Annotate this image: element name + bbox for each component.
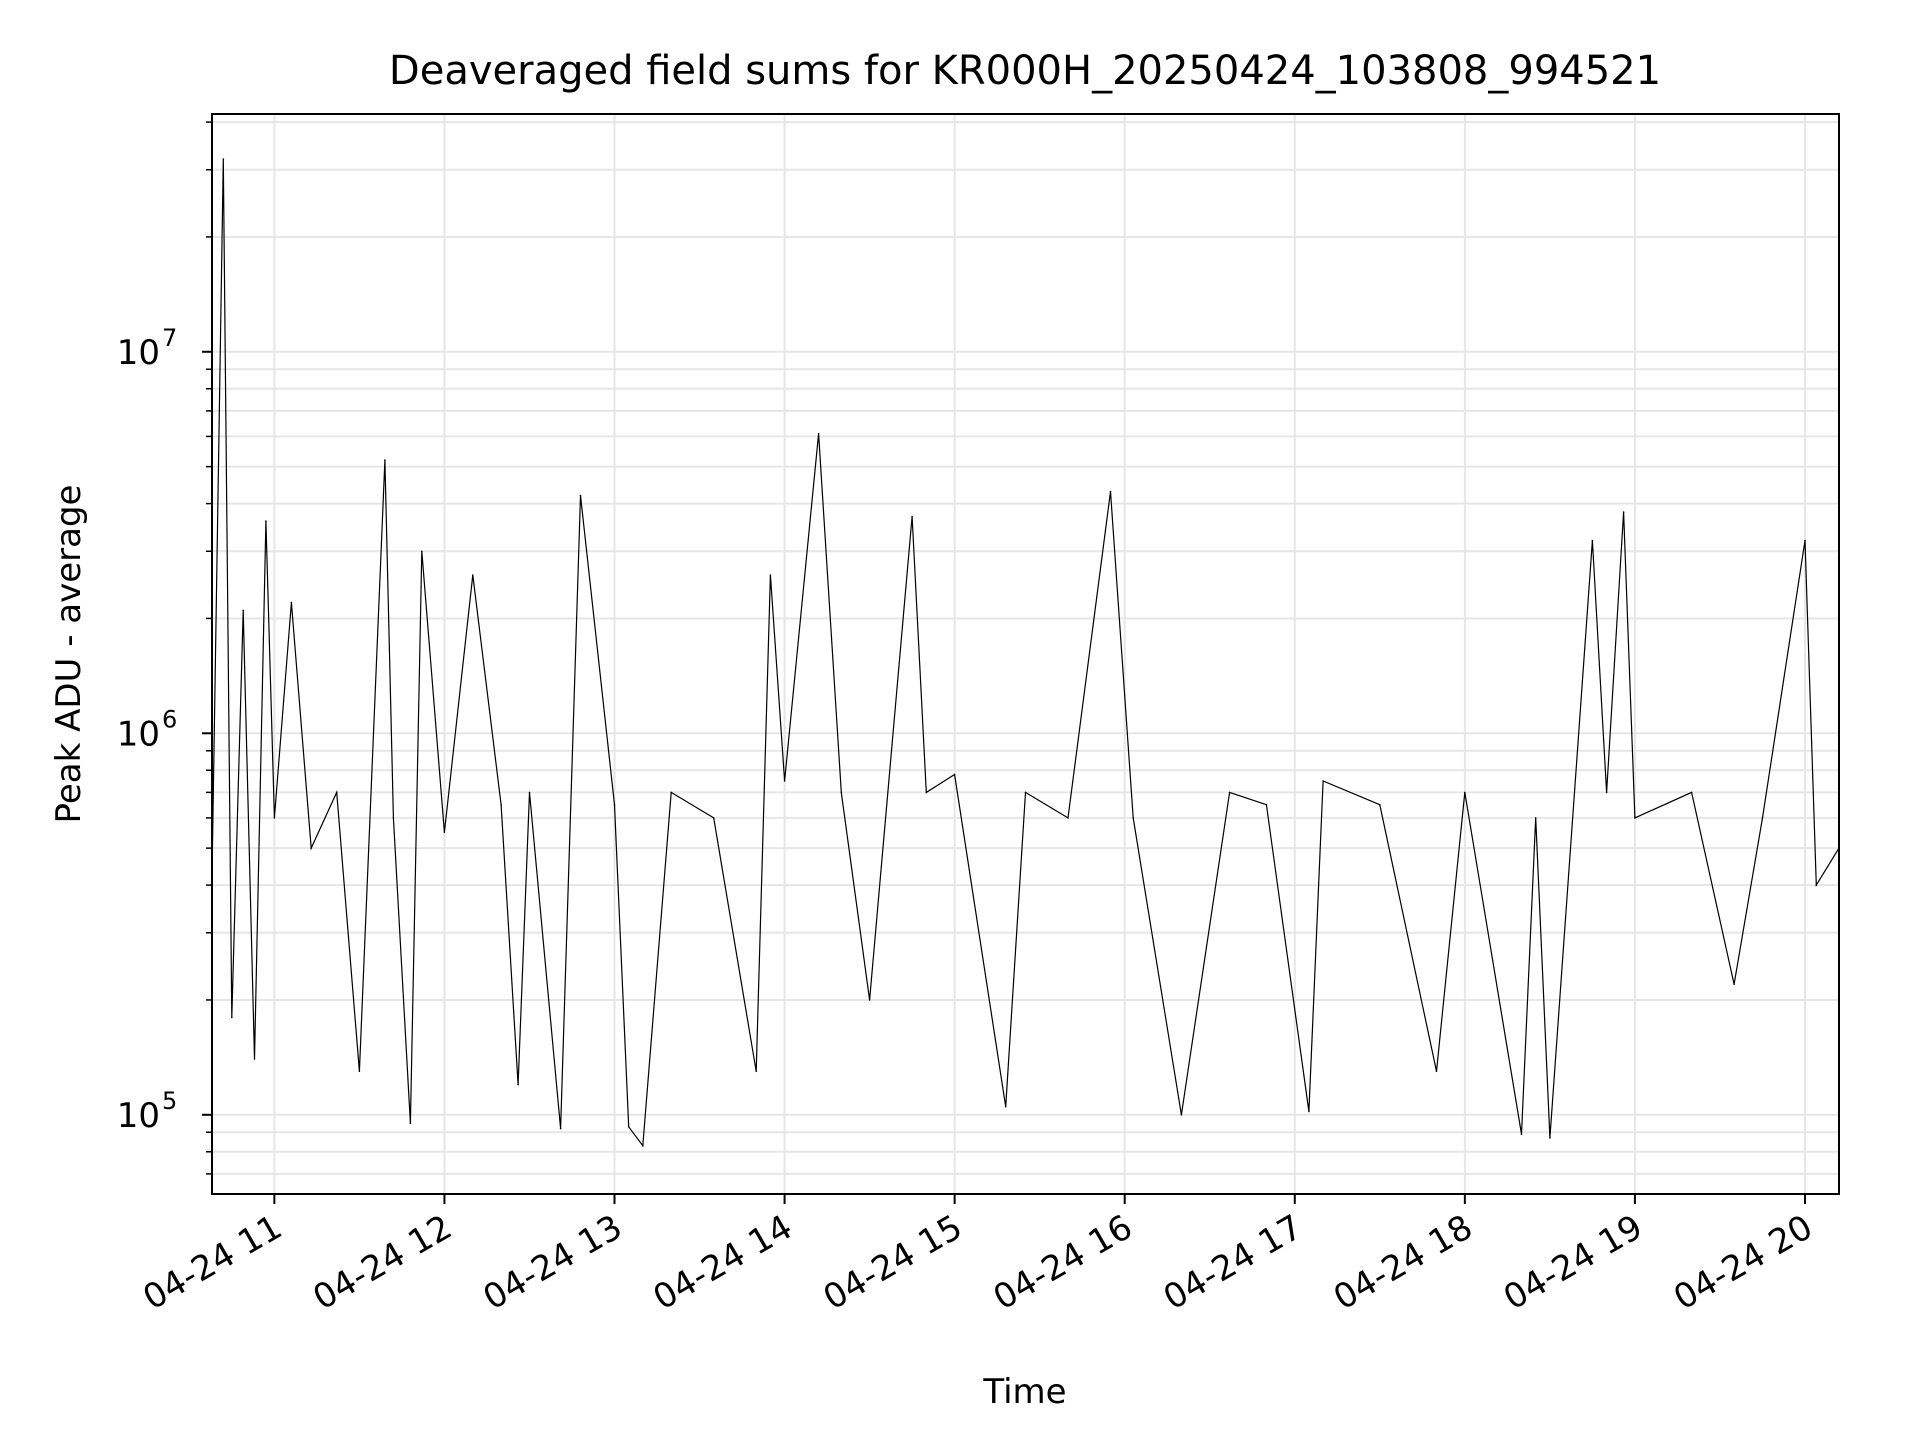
data-point	[1549, 1137, 1551, 1139]
plot-area-frame	[211, 113, 1840, 1195]
data-point	[290, 601, 293, 604]
data-point	[642, 1144, 644, 1147]
data-point	[1534, 817, 1537, 819]
data-point	[528, 791, 531, 794]
data-point	[231, 1016, 233, 1019]
data-point	[265, 520, 267, 522]
data-point	[1322, 780, 1324, 782]
data-point	[517, 1083, 519, 1086]
data-point	[627, 1126, 630, 1128]
data-point	[579, 494, 582, 497]
y-tick-label: 10	[117, 333, 160, 373]
data-point	[253, 1058, 256, 1060]
chart-title: Deaveraged field sums for KR000H_2025042…	[389, 48, 1661, 94]
y-tick-label: 10	[117, 714, 160, 754]
data-point	[911, 515, 913, 518]
data-point	[1379, 803, 1381, 806]
data-point	[1265, 803, 1268, 806]
data-point	[1804, 539, 1806, 542]
data-point	[1591, 539, 1594, 542]
data-point	[421, 550, 423, 553]
data-point	[1228, 791, 1231, 794]
data-point	[1690, 791, 1693, 794]
data-point	[384, 459, 386, 461]
data-point	[755, 1070, 757, 1073]
data-point	[840, 791, 843, 794]
y-tick-exponent: 6	[162, 705, 177, 733]
data-point	[817, 432, 820, 435]
data-point	[1761, 817, 1764, 819]
data-point	[358, 1070, 361, 1073]
data-point	[1605, 791, 1608, 794]
data-point	[242, 609, 244, 612]
y-tick-label: 10	[117, 1096, 160, 1136]
data-point	[1109, 490, 1112, 493]
data-point	[769, 574, 772, 576]
data-point	[1634, 817, 1636, 819]
data-point	[1004, 1105, 1007, 1108]
data-point	[925, 791, 928, 794]
data-point	[500, 803, 502, 806]
data-point	[868, 999, 871, 1001]
series-line	[211, 159, 1840, 1148]
grid	[212, 114, 1839, 1194]
data-point	[953, 773, 956, 776]
data-point	[1308, 1110, 1310, 1113]
y-axis-label: Peak ADU - average	[49, 485, 89, 824]
data-point	[712, 817, 715, 819]
data-point	[613, 803, 616, 806]
y-tick-exponent: 5	[162, 1087, 177, 1115]
data-point	[1180, 1114, 1183, 1116]
data-point	[273, 817, 276, 819]
data-point	[443, 831, 446, 834]
data-point	[335, 791, 338, 794]
data-point	[310, 847, 313, 849]
data-point	[1622, 511, 1625, 513]
data-point	[1024, 791, 1027, 794]
data-point	[1435, 1070, 1438, 1073]
data-point	[559, 1127, 562, 1130]
data-point	[670, 791, 672, 794]
data-point	[1132, 817, 1134, 819]
data-point	[409, 1122, 412, 1125]
data-point	[1520, 1133, 1523, 1135]
x-axis-label: Time	[982, 1372, 1066, 1412]
data-point	[1733, 983, 1735, 985]
y-tick-exponent: 7	[162, 324, 177, 352]
data-point	[783, 780, 786, 782]
data-point	[1464, 791, 1466, 794]
data-point	[392, 817, 395, 819]
data-point	[222, 158, 225, 160]
data-point	[1067, 817, 1069, 819]
data-point	[472, 574, 474, 576]
data-point	[1815, 884, 1818, 886]
